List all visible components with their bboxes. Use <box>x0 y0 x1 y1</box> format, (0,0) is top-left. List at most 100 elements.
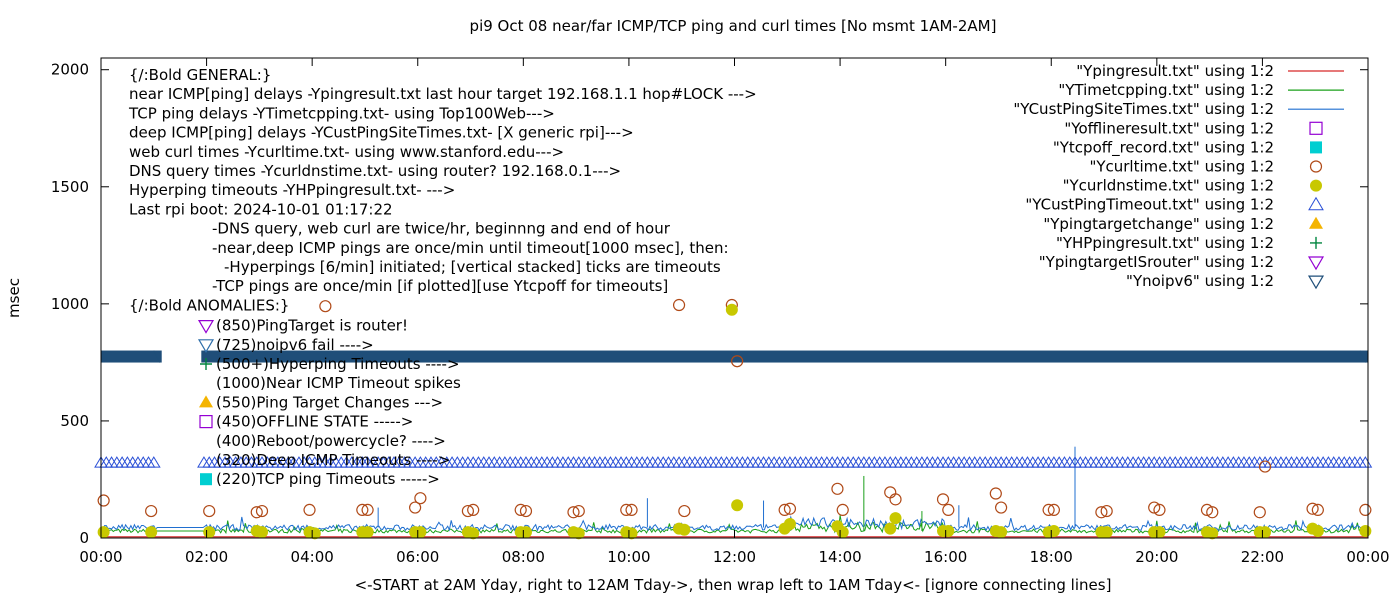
x-tick-label-1: 02:00 <box>185 548 228 566</box>
annotation-line-6: Hyperping timeouts -YHPpingresult.txt- -… <box>129 181 455 199</box>
anomaly-marker-5 <box>199 415 213 429</box>
series-5-point-42 <box>1258 460 1272 473</box>
legend-swatch-6 <box>1310 179 1322 192</box>
series-5-point-23 <box>778 503 791 517</box>
legend-swatch-9 <box>1310 236 1322 249</box>
legend-swatch-10 <box>1307 256 1325 271</box>
series-6-point-22 <box>731 499 744 512</box>
annotation-block: {/:Bold GENERAL:}near ICMP[ping] delays … <box>128 66 757 488</box>
x-tick-label-7: 14:00 <box>818 548 861 566</box>
series-6-point-27 <box>884 522 897 535</box>
x-tick-label-4: 08:00 <box>502 548 545 566</box>
series-5-point-2 <box>203 504 216 518</box>
series-6-point-1 <box>145 526 158 539</box>
timeout-band-marker <box>146 456 161 468</box>
series-5-point-24 <box>783 502 797 515</box>
anomaly-line-1: (725)noipv6 fail ----> <box>216 336 374 354</box>
anomaly-line-8: (220)TCP ping Timeouts -----> <box>216 470 440 488</box>
anomaly-line-7: (320)Deep ICMP Timeouts ----> <box>216 451 450 469</box>
series-line-2 <box>100 515 1369 532</box>
legend-label-1: "YTimetcpping.txt" using 1:2 <box>1058 81 1274 99</box>
series-6-point-30 <box>942 524 955 537</box>
series-5-point-8 <box>361 503 374 517</box>
legend-swatch-11 <box>1307 275 1325 290</box>
series-6-point-12 <box>467 527 480 540</box>
series-6-point-0 <box>97 526 110 539</box>
series-5-point-25 <box>831 482 844 495</box>
note-line-0: -DNS query, web curl are twice/hr, begin… <box>212 220 671 238</box>
series-5-point-43 <box>1306 502 1319 515</box>
anomaly-line-5: (450)OFFLINE STATE -----> <box>216 413 413 431</box>
series-5-point-41 <box>1253 506 1266 519</box>
series-6-point-38 <box>1153 526 1166 539</box>
series-5-point-44 <box>1311 503 1324 517</box>
note-line-2: -Hyperpings [6/min] initiated; [vertical… <box>224 258 721 276</box>
anomaly-line-3: (1000)Near ICMP Timeout spikes <box>216 374 461 392</box>
annotation-line-2: TCP ping delays -YTimetcpping.txt- using… <box>128 104 555 122</box>
x-tick-label-12: 00:00 <box>1346 548 1389 566</box>
legend-label-3: "Yofflineresult.txt" using 1:2 <box>1064 119 1274 137</box>
series-5-point-26 <box>836 503 849 517</box>
x-tick-label-3: 06:00 <box>396 548 439 566</box>
series-6-point-4 <box>256 526 269 539</box>
anomaly-line-2: (500+)Hyperping Timeouts ----> <box>216 355 460 373</box>
anomaly-marker-4 <box>199 395 213 408</box>
annotation-line-3: deep ICMP[ping] delays -YCustPingSiteTim… <box>129 124 634 142</box>
plot-area <box>94 298 1373 540</box>
series-6-point-10 <box>414 526 427 539</box>
series-5-point-17 <box>620 503 633 517</box>
series-6-point-14 <box>519 526 532 539</box>
series-5-point-1 <box>145 504 158 518</box>
series-6-point-21 <box>725 303 738 316</box>
anomaly-marker-8 <box>200 473 212 486</box>
anomaly-marker-0 <box>197 320 215 334</box>
y-tick-label-1: 500 <box>60 412 89 430</box>
series-6-point-16 <box>572 527 585 540</box>
anomaly-line-4: (550)Ping Target Changes ---> <box>216 393 443 411</box>
legend-label-4: "Ytcpoff_record.txt" using 1:2 <box>1053 138 1274 157</box>
legend-label-11: "Ynoipv6" using 1:2 <box>1126 272 1274 290</box>
series-5-point-32 <box>994 501 1008 514</box>
series-5-point-18 <box>625 503 638 517</box>
series-6-point-28 <box>889 512 902 525</box>
y-tick-label-2: 1000 <box>51 295 89 313</box>
series-5-point-7 <box>356 503 369 517</box>
anomalies-title: {/:Bold ANOMALIES:} <box>129 296 289 314</box>
legend-swatch-8 <box>1309 216 1323 229</box>
note-line-3: -TCP pings are once/min [if plotted][use… <box>212 277 668 295</box>
series-6-point-42 <box>1259 526 1272 539</box>
series-5-point-11 <box>461 504 475 518</box>
series-5-point-31 <box>989 487 1002 500</box>
legend-label-8: "Ypingtargetchange" using 1:2 <box>1043 215 1274 233</box>
series-5-point-6 <box>319 300 332 313</box>
series-6-point-40 <box>1206 527 1219 540</box>
legend-label-7: "YCustPingTimeout.txt" using 1:2 <box>1025 196 1274 214</box>
anomaly-marker-1 <box>197 339 215 353</box>
legend: "Ypingresult.txt" using 1:2"YTimetcpping… <box>1013 62 1344 290</box>
series-5-point-37 <box>1148 501 1161 514</box>
legend-swatch-5 <box>1309 160 1323 173</box>
annotation-line-5: DNS query times -Ycurldnstime.txt- using… <box>129 162 621 180</box>
series-5-point-19 <box>672 298 686 312</box>
legend-label-9: "YHPpingresult.txt" using 1:2 <box>1056 234 1274 252</box>
series-5-point-20 <box>678 504 691 518</box>
legend-swatch-3 <box>1309 121 1323 135</box>
series-5-point-5 <box>303 503 316 517</box>
series-5-point-3 <box>250 506 263 519</box>
series-5-point-28 <box>889 493 902 506</box>
series-6-point-8 <box>361 526 374 539</box>
series-5-point-39 <box>1200 503 1214 517</box>
x-axis-label: <-START at 2AM Yday, right to 12AM Tday-… <box>355 576 1112 594</box>
series-5-point-4 <box>255 504 269 518</box>
series-5-point-35 <box>1095 506 1108 519</box>
series-5-point-10 <box>414 492 427 505</box>
noipv6-band-segment <box>101 350 162 363</box>
x-tick-label-11: 22:00 <box>1241 548 1284 566</box>
series-5-point-16 <box>572 504 585 518</box>
series-5-point-36 <box>1100 504 1113 518</box>
x-tick-label-9: 18:00 <box>1030 548 1073 566</box>
series-5-point-13 <box>514 503 527 517</box>
series-5-point-30 <box>942 503 955 517</box>
series-5-point-33 <box>1042 503 1055 517</box>
